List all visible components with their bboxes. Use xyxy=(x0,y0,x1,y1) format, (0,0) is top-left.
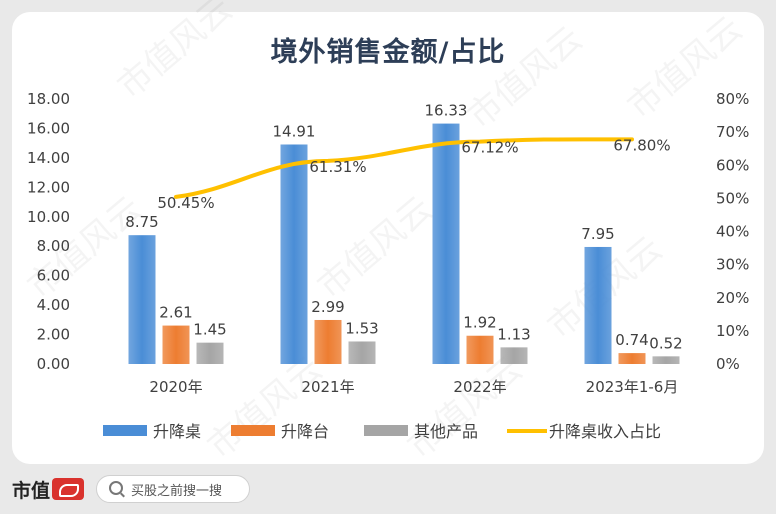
watermark-text: 市值风云 xyxy=(200,349,330,467)
share-line-data-label: 67.12% xyxy=(461,139,518,157)
search-placeholder: 买股之前搜一搜 xyxy=(131,483,223,499)
right-axis-tick-label: 30% xyxy=(716,256,749,274)
bar-data-label: 0.52 xyxy=(649,334,682,352)
bar-data-label: 2.61 xyxy=(159,304,192,322)
bar-data-label: 1.92 xyxy=(463,314,496,332)
chart-title: 境外销售金额/占比 xyxy=(270,37,506,68)
share-line: 50.45% 61.31% 67.12% 67.80% xyxy=(157,136,670,211)
bar-data-label: 1.53 xyxy=(345,319,378,337)
bar-data-label: 16.33 xyxy=(425,102,468,120)
brand-name: 市值 xyxy=(12,479,51,502)
search-icon xyxy=(109,481,124,495)
share-line-path xyxy=(174,137,634,199)
bar-data-label: 1.13 xyxy=(497,325,530,343)
left-axis-tick-label: 8.00 xyxy=(37,237,70,255)
bar-data-label: 0.74 xyxy=(615,331,648,349)
left-axis-tick-label: 12.00 xyxy=(27,178,70,196)
left-axis: 0.00 2.00 4.00 6.00 8.00 10.00 12.00 14.00 16.00… xyxy=(27,90,70,373)
brand-logo-icon xyxy=(52,478,85,500)
watermarks: 市值风云市值风云市值风云市值风云市值风云市值风云市值风云市值风云 xyxy=(20,0,750,467)
left-axis-tick-label: 6.00 xyxy=(37,267,70,285)
footer: 市值 买股之前搜一搜 xyxy=(12,472,251,506)
left-axis-tick-label: 14.00 xyxy=(27,149,70,167)
bar-3 xyxy=(500,347,528,364)
bar-data-label: 1.45 xyxy=(193,321,226,339)
legend-label: 升降桌 xyxy=(153,422,201,441)
category-label: 2022年 xyxy=(453,378,506,396)
watermark-text: 市值风云 xyxy=(310,189,440,307)
bar-1 xyxy=(280,144,308,364)
bar-3 xyxy=(348,341,376,364)
bar-3 xyxy=(652,356,680,364)
legend-label: 其他产品 xyxy=(414,422,478,441)
bar-data-label: 14.91 xyxy=(273,122,316,140)
bar-1 xyxy=(584,246,612,364)
legend-swatch xyxy=(364,425,408,436)
bar-2 xyxy=(618,353,646,364)
category-label: 2023年1-6月 xyxy=(586,378,679,396)
bar-data-label: 2.99 xyxy=(311,298,344,316)
category-label: 2021年 xyxy=(301,378,354,396)
right-axis-tick-label: 0% xyxy=(716,355,740,373)
right-axis-tick-label: 70% xyxy=(716,123,749,141)
bar-3 xyxy=(196,342,224,364)
bar-1 xyxy=(128,235,156,364)
left-axis-tick-label: 2.00 xyxy=(37,326,70,344)
left-axis-tick-label: 4.00 xyxy=(37,296,70,314)
legend-swatch xyxy=(231,425,275,436)
legend-label: 升降台 xyxy=(281,422,329,441)
left-axis-tick-label: 10.00 xyxy=(27,208,70,226)
bar-2 xyxy=(162,325,190,364)
left-axis-tick-label: 16.00 xyxy=(27,119,70,137)
category-labels: 2020年 2021年 2022年 2023年1-6月 xyxy=(149,378,678,396)
right-axis-tick-label: 50% xyxy=(716,189,749,207)
bars: 8.75 14.91 16.33 7.95 2.61 2.99 1.92 0.74 1.45 1.… xyxy=(125,102,683,364)
bar-1 xyxy=(432,123,460,364)
share-line-data-label: 67.80% xyxy=(613,136,670,154)
bar-2 xyxy=(466,335,494,364)
right-axis-tick-label: 40% xyxy=(716,223,749,241)
watermark-text: 市值风云 xyxy=(400,349,530,467)
legend-label: 升降桌收入占比 xyxy=(549,422,661,441)
right-axis-tick-label: 80% xyxy=(716,90,749,108)
legend-swatch xyxy=(103,425,147,436)
share-line-data-label: 61.31% xyxy=(309,158,366,176)
legend: 升降桌 升降台 其他产品 升降桌收入占比 xyxy=(103,422,661,441)
right-axis: 0% 10% 20% 30% 40% 50% 60% 70% 80% xyxy=(716,90,749,373)
search-box[interactable]: 买股之前搜一搜 xyxy=(96,475,251,503)
right-axis-tick-label: 20% xyxy=(716,289,749,307)
right-axis-tick-label: 60% xyxy=(716,156,749,174)
right-axis-tick-label: 10% xyxy=(716,322,749,340)
share-line-data-label: 50.45% xyxy=(157,194,214,212)
bar-data-label: 8.75 xyxy=(125,213,158,231)
bar-data-label: 7.95 xyxy=(581,225,614,243)
category-label: 2020年 xyxy=(149,378,202,396)
left-axis-tick-label: 18.00 xyxy=(27,90,70,108)
left-axis-tick-label: 0.00 xyxy=(37,355,70,373)
bar-2 xyxy=(314,319,342,364)
